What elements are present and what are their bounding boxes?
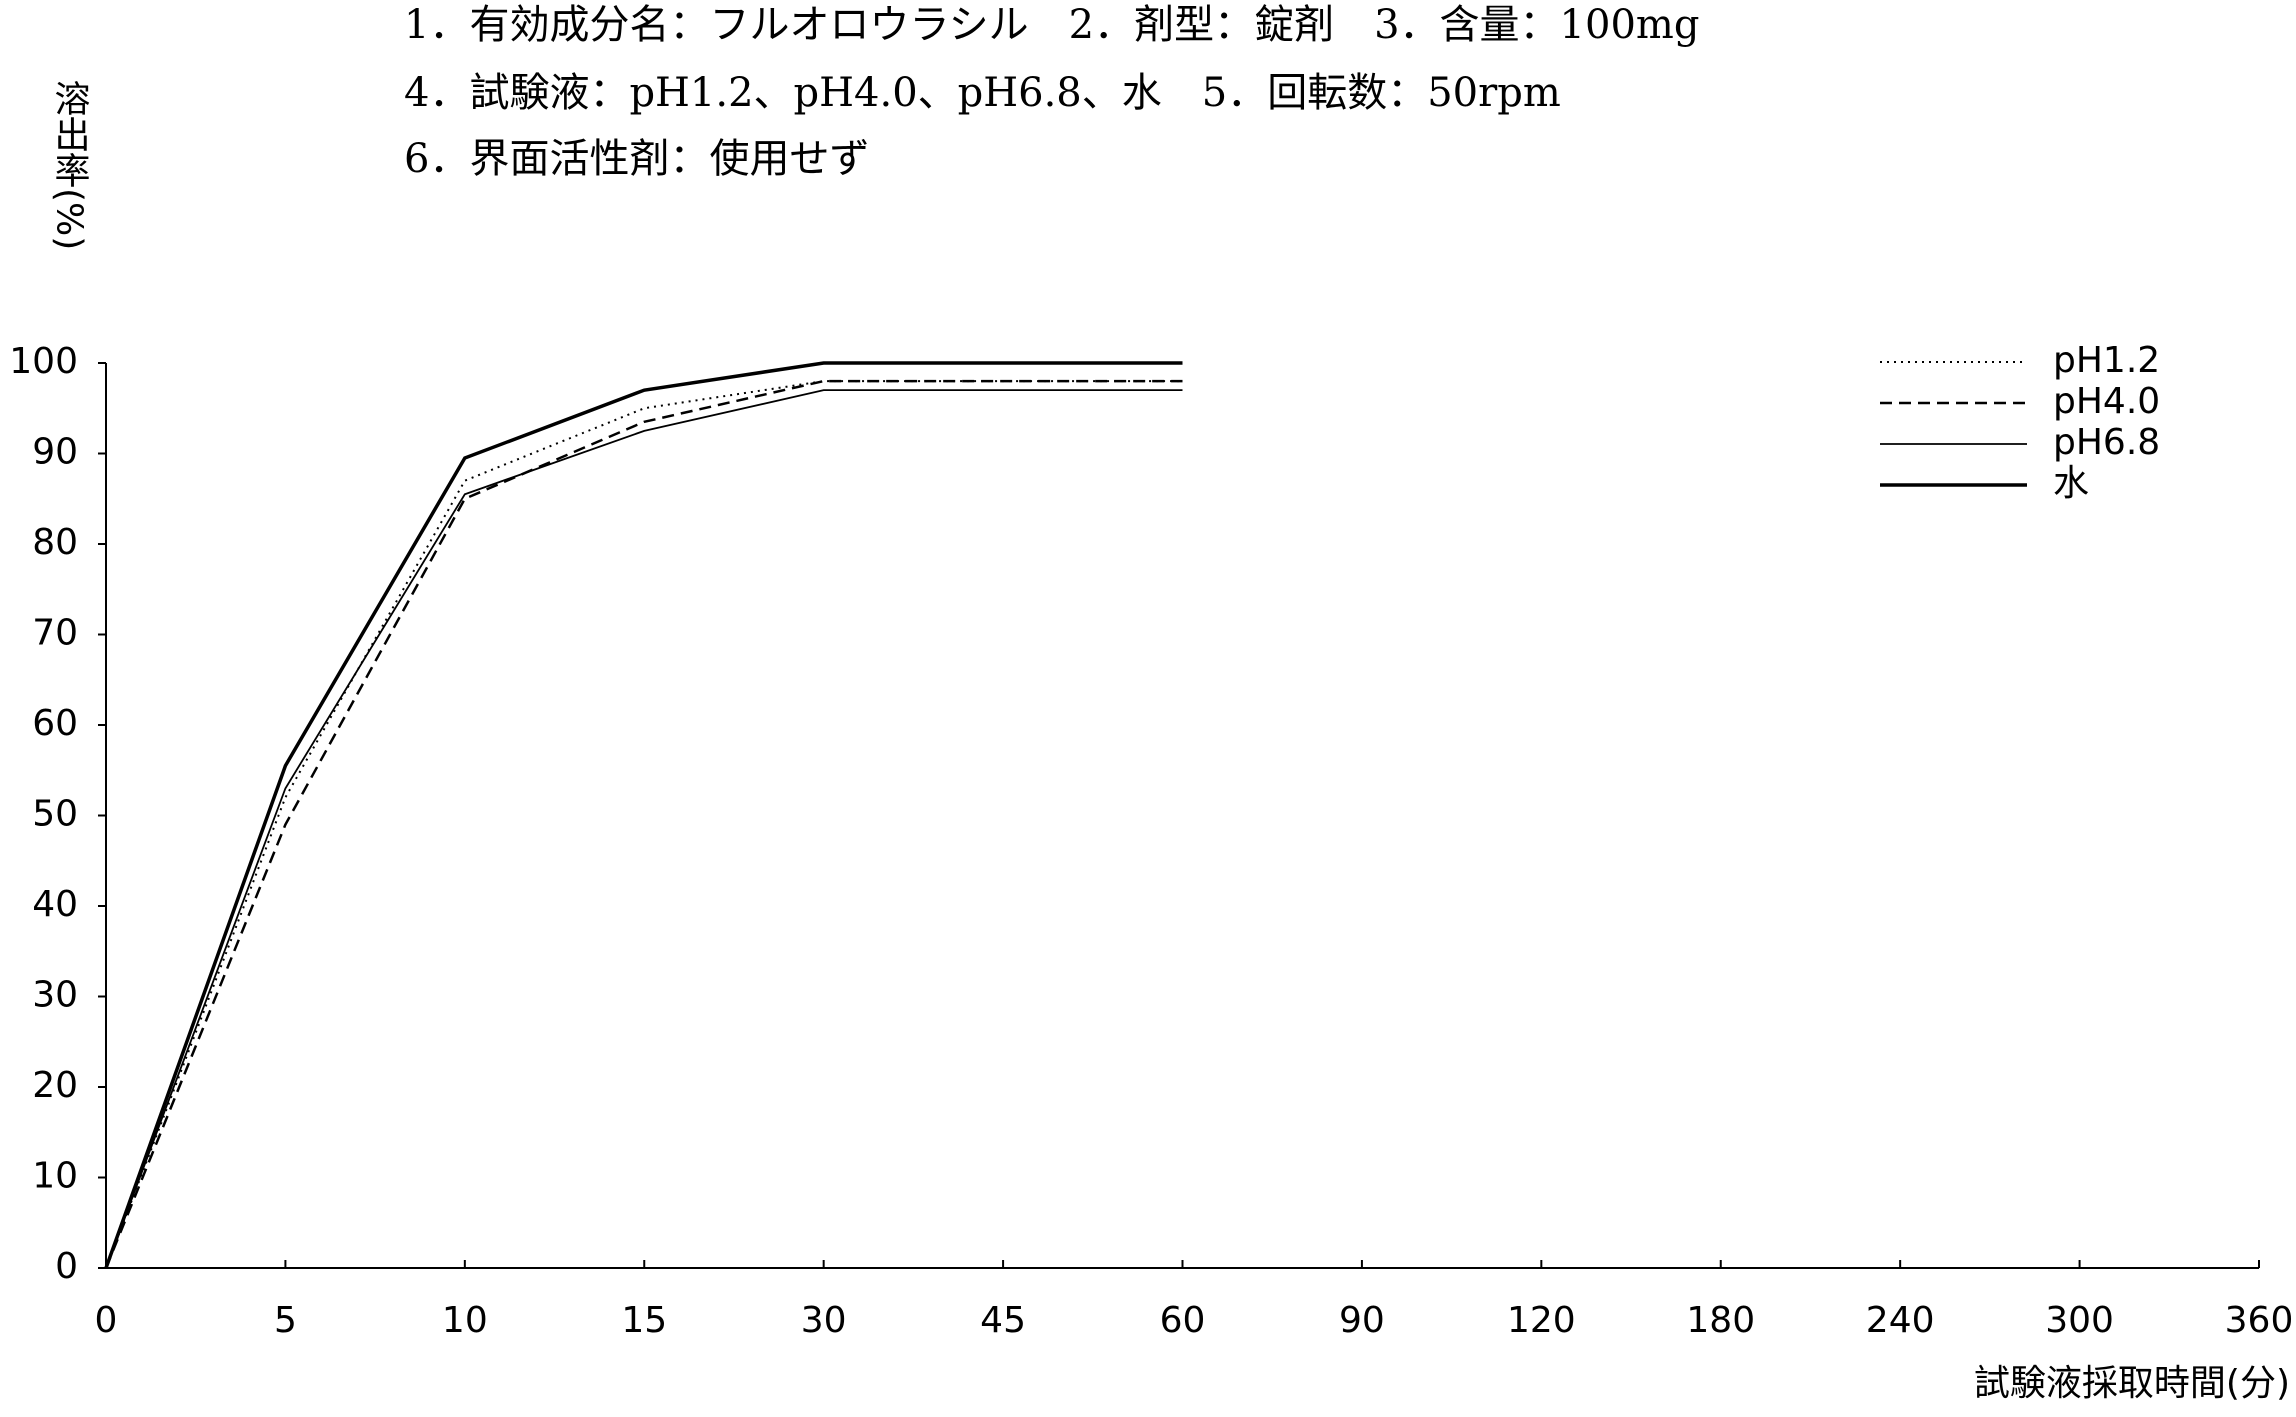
x-tick-label: 60 [1160,1300,1206,1341]
x-tick-label: 90 [1339,1300,1385,1341]
y-tick-label: 0 [55,1246,78,1287]
series-line [105,389,1183,1269]
series-line [104,379,1183,1269]
x-tick-label: 120 [1507,1300,1576,1341]
series-line [104,361,1183,1269]
x-tick-label: 30 [801,1300,847,1341]
x-tick-label: 300 [2045,1300,2114,1341]
legend-label: pH1.2 [2053,340,2160,381]
y-tick-label: 90 [32,432,78,473]
x-tick-label: 180 [1686,1300,1755,1341]
x-tick-label: 240 [1866,1300,1935,1341]
y-tick-label: 30 [32,975,78,1016]
y-tick-label: 50 [32,794,78,835]
x-axis-label: 試験液採取時間(分) [1974,1363,2290,1404]
legend-label: pH6.8 [2053,422,2160,463]
y-tick-label: 20 [32,1065,78,1106]
y-tick-label: 10 [32,1156,78,1197]
y-tick-label: 40 [32,884,78,925]
y-tick-label: 70 [32,613,78,654]
x-tick-label: 0 [95,1300,118,1341]
x-tick-label: 10 [442,1300,488,1341]
header-line: 4．試験液：pH1.2、pH4.0、pH6.8、水 5．回転数：50rpm [404,70,1561,116]
header-line: 1．有効成分名：フルオロウラシル 2．剤型：錠剤 3．含量：100mg [404,2,1699,48]
legend-label: 水 [2053,463,2089,504]
series-line [105,380,1183,1269]
legend-label: pH4.0 [2053,381,2160,422]
y-tick-label: 100 [9,341,78,382]
y-axis-label: 溶出率(%) [49,80,90,251]
y-tick-label: 80 [32,522,78,563]
x-tick-label: 360 [2225,1300,2294,1341]
y-tick-label: 60 [32,703,78,744]
header-line: 6．界面活性剤：使用せず [404,136,869,182]
x-tick-label: 45 [980,1300,1026,1341]
x-tick-label: 15 [621,1300,667,1341]
x-tick-label: 5 [274,1300,297,1341]
